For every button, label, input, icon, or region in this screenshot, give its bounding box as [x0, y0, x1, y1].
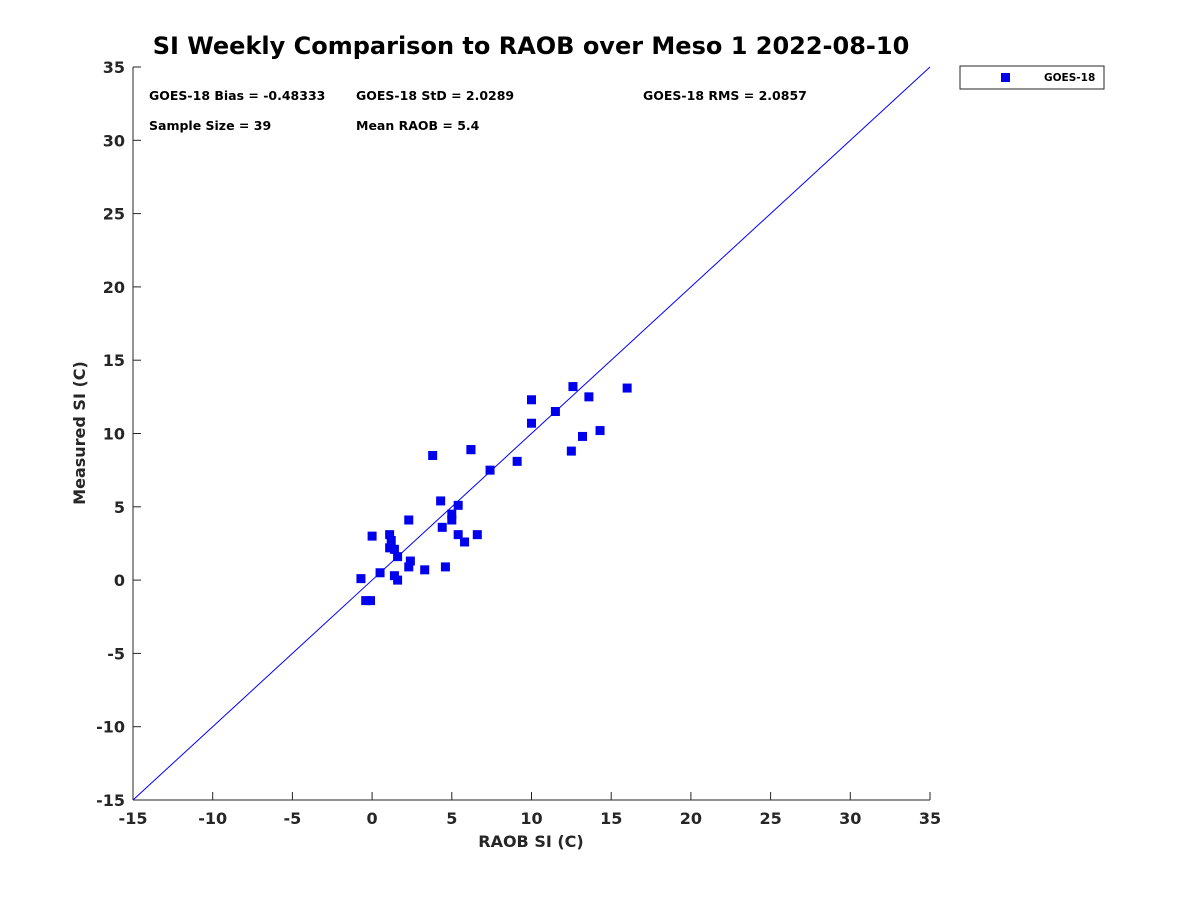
- data-point: [453, 500, 463, 510]
- x-tick-labels: -15 -10 -5 0 5 10 15 20 25 30 35: [119, 792, 941, 828]
- chart-title: SI Weekly Comparison to RAOB over Meso 1…: [153, 32, 910, 60]
- x-tick-label: 5: [446, 809, 457, 828]
- y-tick-label: 5: [114, 498, 125, 517]
- data-point: [393, 552, 403, 562]
- y-tick-label: 10: [103, 425, 125, 444]
- data-point: [512, 456, 522, 466]
- data-points: [356, 382, 632, 606]
- x-tick-label: -15: [119, 809, 148, 828]
- data-point: [568, 382, 578, 392]
- data-point: [595, 426, 605, 436]
- legend: GOES-18: [959, 65, 1105, 90]
- data-point: [389, 544, 399, 554]
- data-point: [622, 383, 632, 393]
- data-point: [584, 392, 594, 402]
- data-point: [578, 431, 588, 441]
- data-point: [405, 556, 415, 566]
- data-point: [428, 450, 438, 460]
- y-axis-label: Measured SI (C): [70, 361, 89, 505]
- x-tick-label: 10: [520, 809, 542, 828]
- one-to-one-line: [132, 66, 931, 801]
- y-tick-label: -5: [107, 644, 125, 663]
- data-point: [385, 530, 395, 540]
- x-tick-label: 15: [600, 809, 622, 828]
- data-point: [367, 531, 377, 541]
- bias-annotation: GOES-18 Bias = -0.48333: [149, 88, 325, 103]
- data-point: [385, 543, 395, 553]
- x-tick-label: -5: [284, 809, 302, 828]
- y-tick-label: -15: [96, 791, 125, 810]
- data-point: [466, 445, 476, 455]
- y-tick-label: 25: [103, 205, 125, 224]
- y-tick-label: 15: [103, 351, 125, 370]
- data-point: [472, 530, 482, 540]
- data-point: [440, 562, 450, 572]
- y-tick-labels: -15 -10 -5 0 5 10 15 20 25 30 35: [96, 58, 141, 810]
- x-tick-label: 35: [919, 809, 941, 828]
- data-point: [453, 530, 463, 540]
- legend-box: [959, 65, 1105, 90]
- x-tick-label: 25: [759, 809, 781, 828]
- x-axis-label: RAOB SI (C): [478, 832, 583, 851]
- std-annotation: GOES-18 StD = 2.0289: [356, 88, 514, 103]
- data-point: [420, 565, 430, 575]
- data-point: [356, 574, 366, 584]
- data-point: [404, 515, 414, 525]
- y-tick-label: 0: [114, 571, 125, 590]
- data-point: [550, 407, 560, 417]
- legend-marker-goes-18: [1001, 73, 1010, 82]
- legend-label-goes-18: GOES-18: [1044, 72, 1095, 84]
- sample-size-annotation: Sample Size = 39: [149, 118, 271, 133]
- y-tick-label: 35: [103, 58, 125, 77]
- data-point: [404, 562, 414, 572]
- y-tick-label: -10: [96, 718, 125, 737]
- data-point: [527, 395, 536, 405]
- rms-annotation: GOES-18 RMS = 2.0857: [643, 88, 807, 103]
- data-point: [393, 575, 403, 585]
- x-tick-label: 30: [839, 809, 861, 828]
- data-point: [386, 536, 396, 546]
- data-point: [436, 496, 446, 506]
- data-point: [447, 509, 457, 519]
- data-point: [361, 596, 371, 606]
- x-tick-label: -10: [198, 809, 227, 828]
- y-tick-label: 30: [103, 131, 125, 150]
- data-point: [447, 515, 457, 525]
- data-point: [437, 522, 447, 532]
- mean-raob-annotation: Mean RAOB = 5.4: [356, 118, 480, 133]
- data-point: [527, 418, 536, 428]
- data-point: [366, 596, 376, 606]
- data-point: [485, 465, 495, 475]
- data-point: [566, 446, 576, 456]
- data-point: [460, 537, 470, 547]
- x-tick-label: 0: [367, 809, 378, 828]
- x-tick-label: 20: [680, 809, 702, 828]
- y-tick-label: 20: [103, 278, 125, 297]
- data-point: [375, 568, 385, 578]
